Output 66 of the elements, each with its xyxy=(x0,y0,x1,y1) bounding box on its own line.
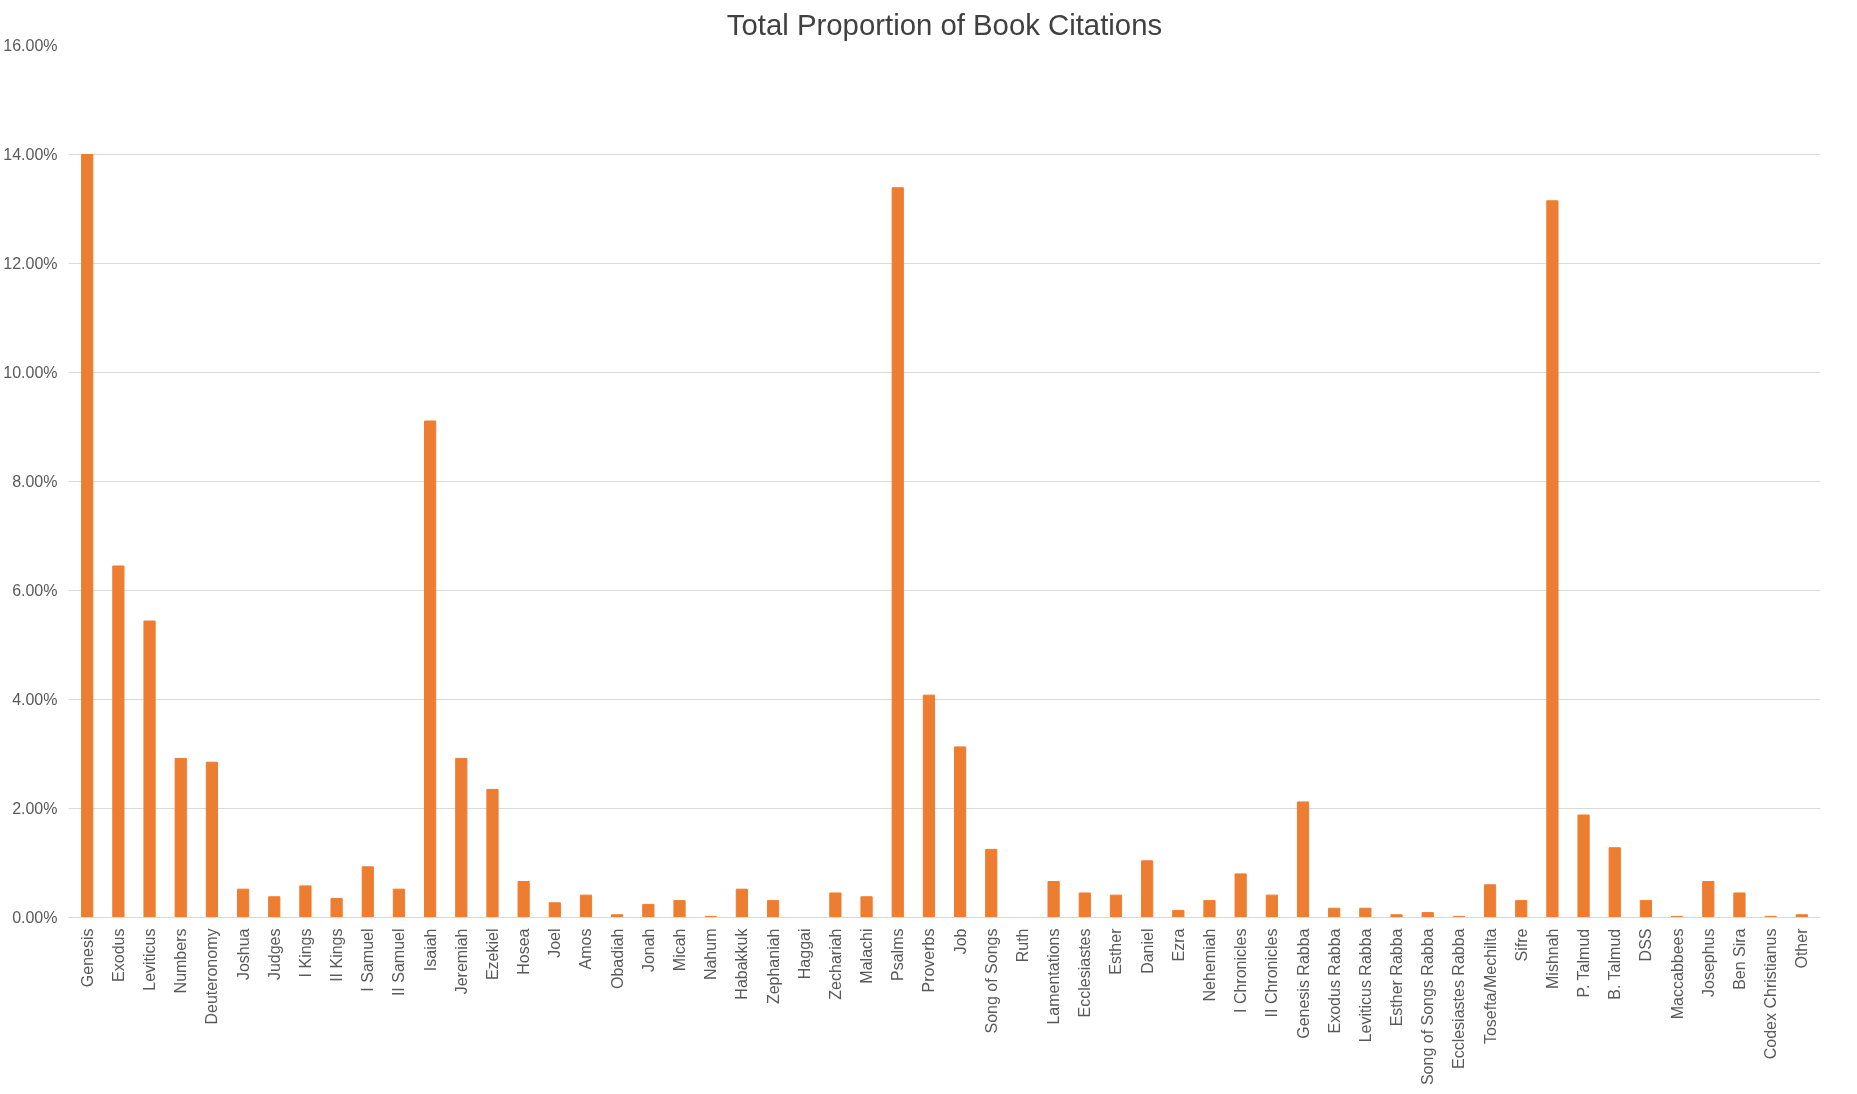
x-tick-label: Sifre xyxy=(1512,928,1530,962)
x-tick-label: Esther xyxy=(1107,927,1125,975)
x-tick-label: Micah xyxy=(671,928,689,972)
x-tick-label: Ezra xyxy=(1169,928,1187,962)
x-tick-label: Judges xyxy=(265,928,283,981)
x-tick-label: Song of Songs xyxy=(982,928,1000,1034)
x-tick-label: Malachi xyxy=(858,928,876,984)
x-tick-label: Genesis xyxy=(78,928,96,988)
x-tick-label: Nahum xyxy=(702,928,720,981)
x-tick-label: Zechariah xyxy=(826,928,844,1000)
y-tick-label: 16.00% xyxy=(3,37,58,54)
x-tick-label: Proverbs xyxy=(920,928,938,993)
x-tick-label: Joel xyxy=(546,928,564,958)
x-tick-label: Ruth xyxy=(1013,928,1031,963)
x-tick-label: Daniel xyxy=(1138,928,1156,974)
y-tick-label: 6.00% xyxy=(12,582,58,599)
x-tick-label: Exodus Rabba xyxy=(1325,928,1343,1034)
x-tick-label: Ecclesiastes Rabba xyxy=(1450,928,1468,1070)
x-tick-label: Haggai xyxy=(795,928,813,980)
x-tick-label: Tosefta/Mechilta xyxy=(1481,928,1499,1045)
x-tick-label: Song of Songs Rabba xyxy=(1419,928,1437,1086)
x-tick-label: Nehemiah xyxy=(1200,928,1218,1002)
x-tick-label: Jonah xyxy=(639,928,657,973)
x-tick-label: I Chronicles xyxy=(1232,928,1250,1013)
x-tick-label: DSS xyxy=(1637,928,1655,962)
x-tick-label: Habakkuk xyxy=(733,927,751,1000)
x-tick-label: II Chronicles xyxy=(1263,928,1281,1018)
x-tick-label: Lamentations xyxy=(1045,928,1063,1025)
x-tick-label: Leviticus xyxy=(141,928,159,991)
x-tick-label: Psalms xyxy=(889,928,907,981)
x-tick-label: Genesis Rabba xyxy=(1294,928,1312,1039)
x-tick-label: Leviticus Rabba xyxy=(1356,928,1374,1043)
chart-title: Total Proportion of Book Citations xyxy=(726,7,1163,41)
y-tick-label: 14.00% xyxy=(3,146,58,163)
x-tick-label: Amos xyxy=(577,928,595,970)
y-tick-label: 10.00% xyxy=(3,364,58,381)
x-tick-label: Ecclesiastes xyxy=(1076,928,1094,1018)
x-tick-label: Zephaniah xyxy=(764,928,782,1005)
x-tick-label: P. Talmud xyxy=(1575,928,1593,998)
x-tick-label: II Samuel xyxy=(390,928,408,997)
x-tick-label: Numbers xyxy=(172,928,190,994)
x-tick-label: Exodus xyxy=(109,928,127,982)
x-tick-label: Jeremiah xyxy=(452,928,470,995)
x-tick-label: Obadiah xyxy=(608,928,626,989)
x-tick-label: Maccabbees xyxy=(1668,928,1686,1020)
y-tick-label: 8.00% xyxy=(12,473,58,490)
x-tick-label: Other xyxy=(1793,927,1811,969)
y-tick-label: 12.00% xyxy=(3,255,58,272)
x-tick-label: II Kings xyxy=(328,928,346,982)
y-tick-label: 2.00% xyxy=(12,800,58,817)
x-tick-label: Ben Sira xyxy=(1730,928,1748,990)
x-tick-label: Esther Rabba xyxy=(1388,928,1406,1027)
x-tick-label: Hosea xyxy=(515,928,533,975)
y-tick-label: 0.00% xyxy=(12,909,58,926)
y-tick-label: 4.00% xyxy=(12,691,58,708)
x-tick-label: Josephus xyxy=(1699,928,1717,997)
x-tick-label: Codex Christianus xyxy=(1762,928,1780,1060)
x-tick-label: I Kings xyxy=(296,928,314,978)
x-tick-label: Joshua xyxy=(234,928,252,981)
x-tick-label: B. Talmud xyxy=(1606,928,1624,1000)
x-tick-label: Job xyxy=(951,928,969,955)
x-tick-label: Ezekiel xyxy=(483,928,501,981)
x-tick-label: Isaiah xyxy=(421,928,439,972)
x-tick-label: I Samuel xyxy=(359,928,377,992)
x-tick-label: Deuteronomy xyxy=(203,928,221,1025)
x-tick-label: Mishnah xyxy=(1543,928,1561,989)
